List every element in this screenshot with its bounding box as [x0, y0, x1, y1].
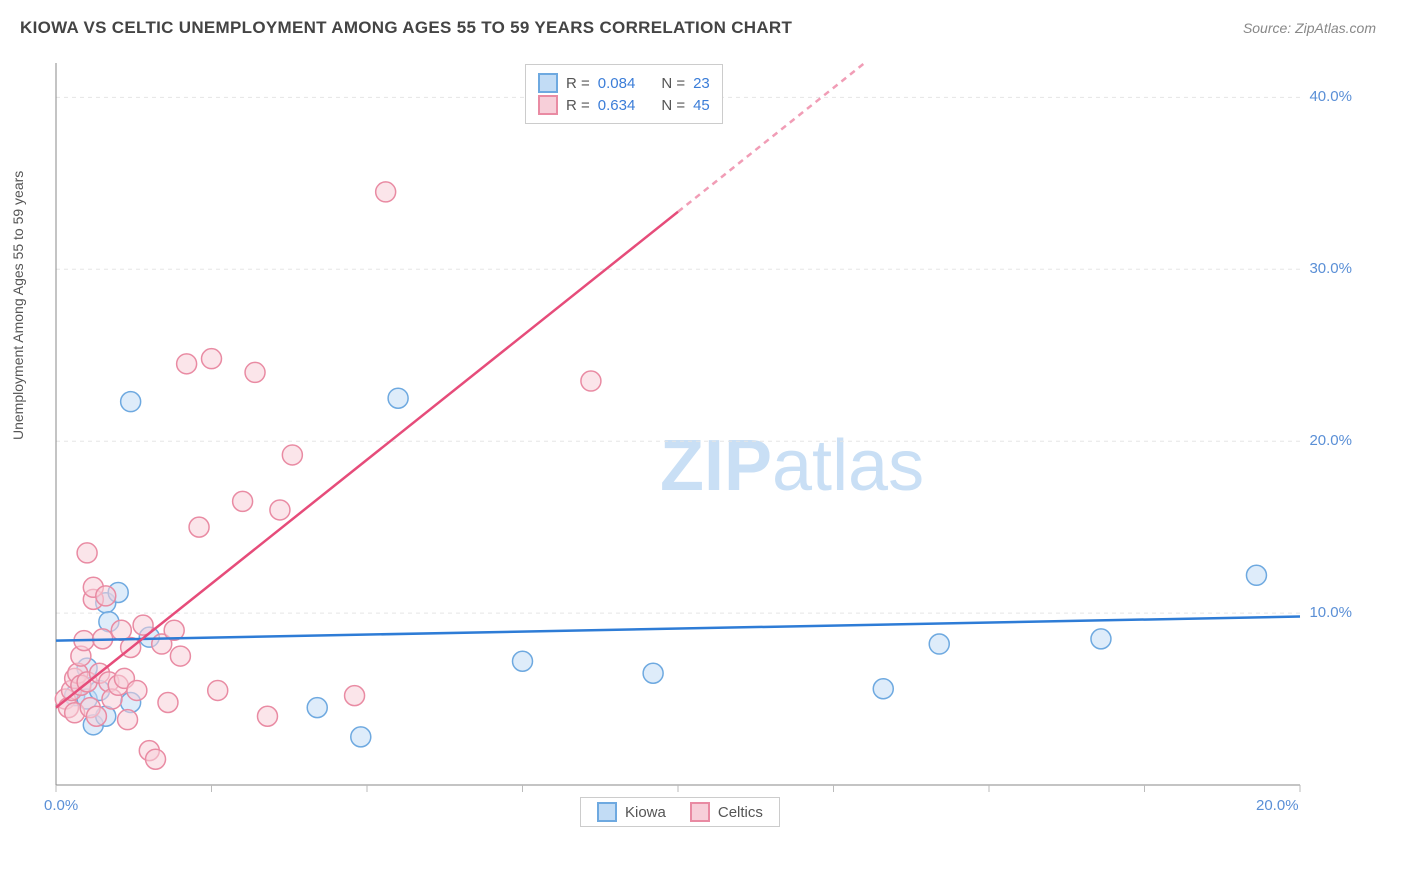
n-label: N =	[661, 75, 685, 92]
legend-label: Kiowa	[625, 804, 666, 821]
chart-title: KIOWA VS CELTIC UNEMPLOYMENT AMONG AGES …	[20, 18, 792, 38]
x-tick-label: 20.0%	[1256, 797, 1299, 814]
legend-swatch	[690, 802, 710, 822]
y-tick-label: 20.0%	[1309, 432, 1352, 449]
n-value: 23	[693, 75, 710, 92]
legend-swatch	[597, 802, 617, 822]
y-tick-label: 10.0%	[1309, 604, 1352, 621]
r-label: R =	[566, 97, 590, 114]
legend-swatch	[538, 73, 558, 93]
legend-row: R = 0.634 N = 45	[538, 95, 710, 115]
n-value: 45	[693, 97, 710, 114]
correlation-legend: R = 0.084 N = 23 R = 0.634 N = 45	[525, 64, 723, 124]
r-value: 0.634	[598, 97, 636, 114]
y-tick-label: 30.0%	[1309, 260, 1352, 277]
scatter-chart	[50, 55, 1360, 825]
legend-item: Kiowa	[597, 802, 666, 822]
legend-item: Celtics	[690, 802, 763, 822]
legend-row: R = 0.084 N = 23	[538, 73, 710, 93]
legend-label: Celtics	[718, 804, 763, 821]
r-label: R =	[566, 75, 590, 92]
y-axis-label: Unemployment Among Ages 55 to 59 years	[10, 171, 26, 440]
x-tick-label: 0.0%	[44, 797, 78, 814]
y-tick-label: 40.0%	[1309, 88, 1352, 105]
source-attribution: Source: ZipAtlas.com	[1243, 20, 1376, 36]
n-label: N =	[661, 97, 685, 114]
plot-area: ZIPatlas R =0.084N =23R =0.634N =45 Kiow…	[50, 55, 1360, 825]
series-legend: Kiowa Celtics	[580, 797, 780, 827]
r-value: 0.084	[598, 75, 636, 92]
legend-swatch	[538, 95, 558, 115]
